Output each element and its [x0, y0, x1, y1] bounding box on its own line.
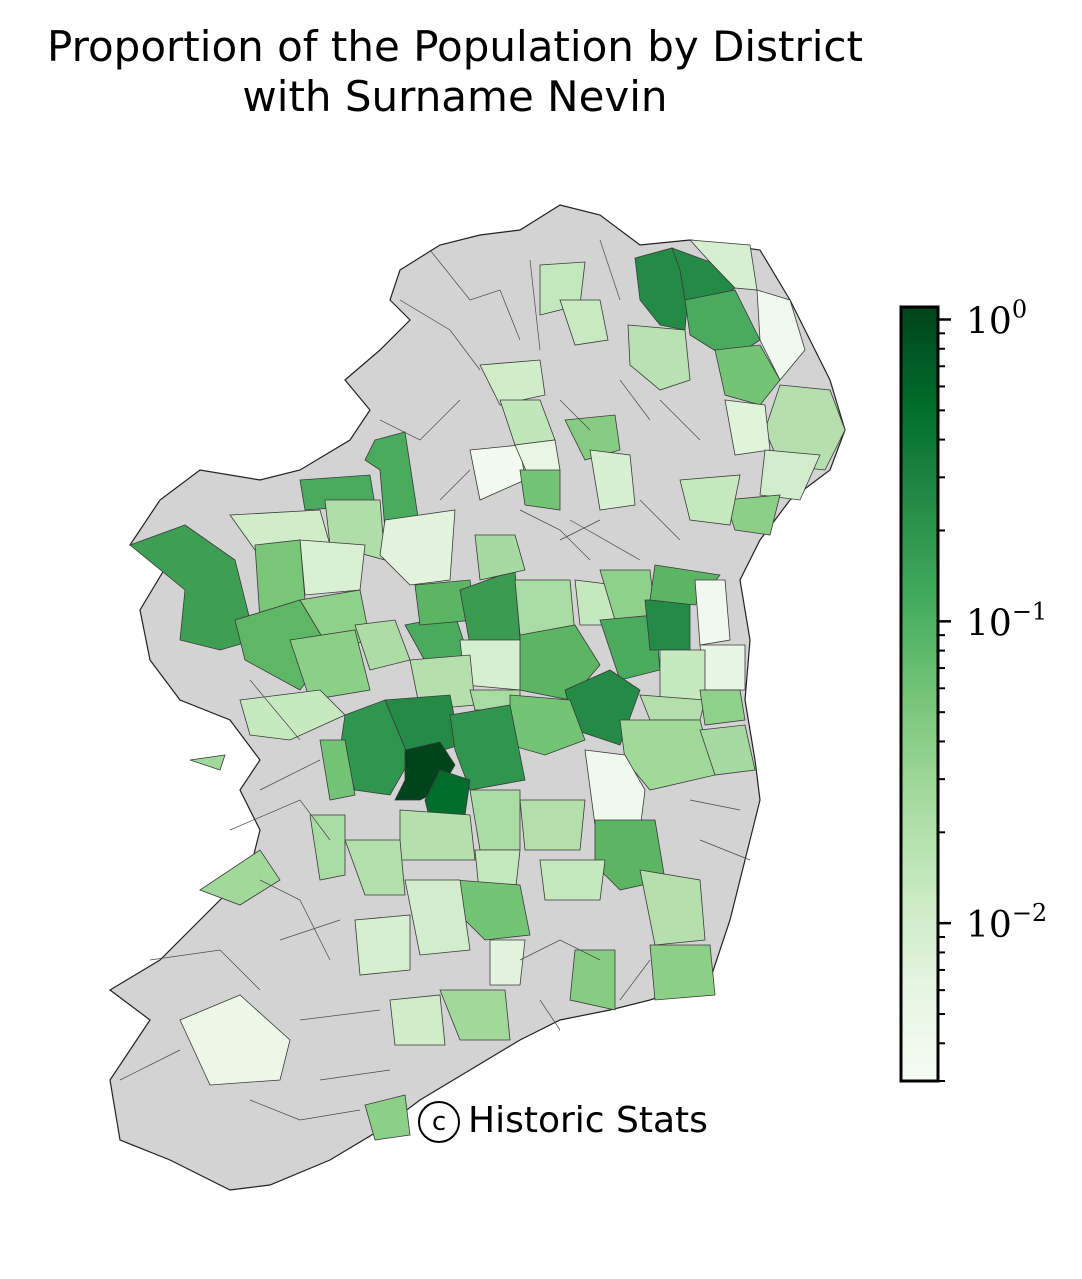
district-region — [239, 689, 346, 741]
title-line-2: with Surname Nevin — [242, 72, 668, 121]
district-region — [627, 324, 691, 391]
district-region — [639, 869, 706, 946]
district-region — [354, 914, 411, 976]
district-region — [699, 689, 746, 726]
colorbar-gradient — [899, 305, 940, 1083]
district-region — [474, 534, 526, 581]
district-region — [199, 849, 281, 906]
chart-title: Proportion of the Population by District… — [0, 22, 910, 122]
district-region — [569, 949, 616, 1011]
district-region — [344, 839, 406, 896]
district-region — [559, 299, 609, 346]
district-region — [319, 739, 356, 801]
district-region — [189, 754, 226, 771]
watermark-text: Historic Stats — [468, 1100, 708, 1141]
colorbar-ticks: 100 10−1 10−2 — [938, 295, 1047, 1082]
district-region — [756, 289, 806, 381]
district-region — [759, 449, 821, 501]
district-region — [724, 494, 781, 536]
district-region — [589, 449, 636, 511]
district-region — [519, 469, 561, 511]
district-region — [179, 994, 291, 1086]
district-region — [479, 359, 546, 406]
district-borders — [119, 239, 751, 1121]
district-region — [714, 344, 781, 406]
district-region — [724, 399, 771, 456]
district-region — [694, 579, 731, 646]
district-region — [379, 509, 456, 586]
district-region — [289, 629, 371, 701]
district-region — [699, 724, 756, 776]
district-region — [309, 814, 346, 881]
district-region — [564, 414, 621, 461]
colorbar-tick-label: 100 — [966, 295, 1027, 342]
district-region — [489, 939, 526, 986]
district-region — [519, 799, 586, 851]
colorbar-tick-label: 10−2 — [966, 899, 1047, 946]
colorbar-tick-label: 10−1 — [966, 597, 1047, 644]
district-region — [404, 879, 471, 956]
district-region — [389, 994, 446, 1046]
district-region — [439, 989, 511, 1041]
district-region — [449, 704, 526, 791]
district-region — [689, 239, 758, 291]
copyright-symbol: c — [418, 1101, 460, 1143]
district-region — [584, 749, 646, 831]
watermark: c Historic Stats — [418, 1100, 708, 1143]
district-region — [364, 1094, 411, 1141]
title-line-1: Proportion of the Population by District — [47, 22, 863, 71]
district-region — [129, 524, 256, 651]
district-region — [649, 944, 716, 1001]
district-region — [679, 474, 741, 526]
district-shading — [129, 239, 846, 1141]
district-region — [539, 859, 606, 901]
district-region — [619, 719, 716, 791]
